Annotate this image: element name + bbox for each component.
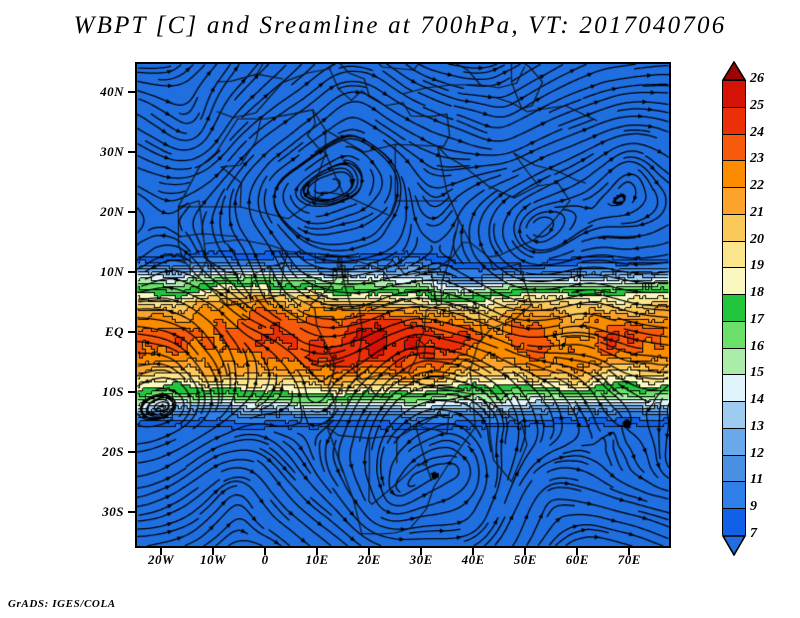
colorbar-tick-label-26: 26 bbox=[750, 71, 764, 86]
colorbar-tick-label-13: 13 bbox=[750, 418, 764, 434]
weather-field-canvas bbox=[137, 64, 669, 546]
colorbar-segment bbox=[723, 348, 745, 376]
x-axis-tick bbox=[576, 548, 579, 555]
x-axis-label-60e: 60E bbox=[565, 552, 589, 567]
x-axis-tick bbox=[160, 548, 163, 555]
colorbar-tick-label-21: 21 bbox=[750, 204, 764, 220]
colorbar-segment bbox=[723, 509, 745, 536]
colorbar-tick-label-24: 24 bbox=[750, 124, 764, 140]
x-axis-tick bbox=[316, 548, 319, 555]
colorbar-min-arrow-icon bbox=[721, 534, 747, 557]
colorbar-segment bbox=[723, 188, 745, 215]
x-axis-tick bbox=[212, 548, 215, 555]
y-axis-tick bbox=[128, 211, 135, 213]
colorbar-segment bbox=[723, 402, 745, 429]
y-axis-label-40n: 40N bbox=[100, 84, 124, 99]
y-axis-tick bbox=[128, 91, 135, 93]
y-axis-tick bbox=[128, 151, 135, 153]
colorbar-segment bbox=[723, 428, 745, 456]
y-axis-tick bbox=[128, 451, 135, 453]
map-plot-area[interactable] bbox=[135, 62, 671, 548]
x-axis-label-30e: 30E bbox=[409, 552, 433, 567]
colorbar-tick-label-14: 14 bbox=[750, 392, 764, 408]
colorbar-tick-label-18: 18 bbox=[750, 285, 764, 301]
y-axis-label-10n: 10N bbox=[100, 264, 124, 279]
colorbar-segment bbox=[723, 161, 745, 188]
colorbar-tick-label-17: 17 bbox=[750, 311, 764, 327]
x-axis-tick bbox=[628, 548, 631, 555]
colorbar-segment bbox=[723, 134, 745, 162]
colorbar-segment bbox=[723, 295, 745, 322]
y-axis-label-20s: 20S bbox=[102, 444, 124, 459]
y-axis-tick bbox=[128, 271, 135, 273]
colorbar-tick-label-11: 11 bbox=[750, 472, 764, 488]
colorbar-tick-label-16: 16 bbox=[750, 338, 764, 354]
colorbar-segment bbox=[723, 107, 745, 135]
x-axis-tick bbox=[264, 548, 267, 555]
colorbar-tick-label-7: 7 bbox=[750, 526, 757, 541]
colorbar-max-arrow-icon bbox=[721, 60, 747, 81]
colorbar-tick-label-15: 15 bbox=[750, 365, 764, 381]
x-axis-tick bbox=[368, 548, 371, 555]
colorbar-tick-label-20: 20 bbox=[750, 231, 764, 247]
page-title: WBPT [C] and Sreamline at 700hPa, VT: 20… bbox=[73, 12, 727, 39]
x-axis-label-40e: 40E bbox=[461, 552, 485, 567]
colorbar-tick-label-23: 23 bbox=[750, 151, 764, 167]
y-axis-label-10s: 10S bbox=[102, 384, 124, 399]
colorbar-tick-label-22: 22 bbox=[750, 178, 764, 194]
y-axis-label-eq: EQ bbox=[104, 324, 124, 339]
colorbar-segment bbox=[723, 241, 745, 269]
x-axis-label-50e: 50E bbox=[513, 552, 537, 567]
x-axis-tick bbox=[420, 548, 423, 555]
y-axis-label-30s: 30S bbox=[102, 504, 124, 519]
y-axis-tick bbox=[128, 331, 135, 333]
colorbar-tick-label-25: 25 bbox=[750, 97, 764, 113]
colorbar-segment bbox=[723, 321, 745, 349]
x-axis-tick bbox=[524, 548, 527, 555]
x-axis-label-0: 0 bbox=[261, 552, 269, 567]
x-axis-label-20w: 20W bbox=[147, 552, 175, 567]
colorbar-segment bbox=[723, 214, 745, 242]
colorbar-segment bbox=[723, 268, 745, 295]
colorbar-segment bbox=[723, 375, 745, 402]
x-axis-label-70e: 70E bbox=[617, 552, 641, 567]
colorbar-tick-label-12: 12 bbox=[750, 445, 764, 461]
colorbar-tick-label-9: 9 bbox=[750, 499, 757, 515]
y-axis-tick bbox=[128, 391, 135, 393]
colorbar-segment bbox=[723, 455, 745, 483]
colorbar-tick-label-19: 19 bbox=[750, 258, 764, 274]
x-axis-label-10w: 10W bbox=[200, 552, 227, 567]
credit-text: GrADS: IGES/COLA bbox=[8, 598, 116, 610]
x-axis-label-20e: 20E bbox=[357, 552, 381, 567]
colorbar[interactable] bbox=[722, 80, 746, 536]
x-axis-label-10e: 10E bbox=[305, 552, 329, 567]
colorbar-segment bbox=[723, 81, 745, 108]
x-axis-tick bbox=[472, 548, 475, 555]
y-axis-label-20n: 20N bbox=[100, 204, 124, 219]
y-axis-label-30n: 30N bbox=[100, 144, 124, 159]
y-axis-tick bbox=[128, 511, 135, 513]
colorbar-segment bbox=[723, 482, 745, 509]
